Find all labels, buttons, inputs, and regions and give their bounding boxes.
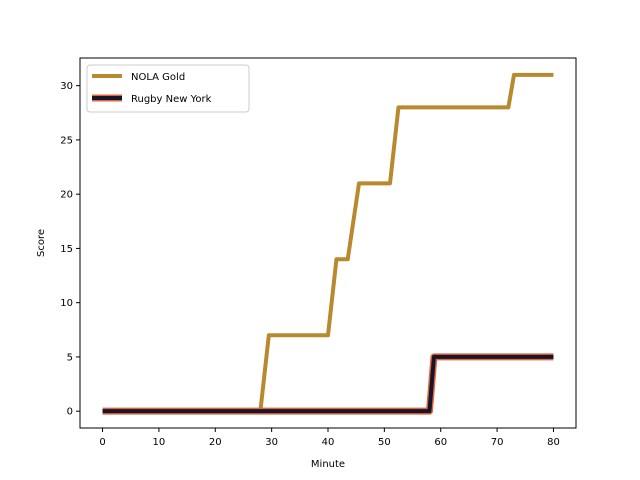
y-tick-label: 0 xyxy=(67,407,73,418)
x-axis-title: Minute xyxy=(311,459,345,470)
x-tick-label: 30 xyxy=(265,437,278,448)
x-tick-label: 40 xyxy=(322,437,335,448)
y-tick-label: 15 xyxy=(60,244,73,255)
y-tick-label: 30 xyxy=(60,81,73,92)
x-axis: 0 10 20 30 40 50 60 70 80 xyxy=(99,428,560,448)
legend-box xyxy=(86,64,250,113)
y-axis-title: Score xyxy=(36,229,47,257)
x-tick-label: 10 xyxy=(153,437,166,448)
x-tick-label: 70 xyxy=(491,437,504,448)
x-tick-label: 80 xyxy=(547,437,560,448)
y-tick-label: 10 xyxy=(60,298,73,309)
series-line-rugby-new-york xyxy=(102,354,554,414)
x-tick-label: 20 xyxy=(209,437,222,448)
x-tick-label: 50 xyxy=(378,437,391,448)
legend-label-rugby-new-york: Rugby New York xyxy=(131,94,212,105)
x-tick-label: 0 xyxy=(99,437,105,448)
series-layer xyxy=(102,72,554,415)
y-axis: 0 5 10 15 20 25 30 xyxy=(60,81,80,418)
y-tick-label: 5 xyxy=(67,352,73,363)
series-line-nola-gold xyxy=(102,72,554,414)
x-tick-label: 60 xyxy=(434,437,447,448)
legend-label-nola-gold: NOLA Gold xyxy=(131,72,185,83)
y-tick-label: 20 xyxy=(60,190,73,201)
y-tick-label: 25 xyxy=(60,135,73,146)
legend: NOLA Gold Rugby New York xyxy=(86,64,250,113)
